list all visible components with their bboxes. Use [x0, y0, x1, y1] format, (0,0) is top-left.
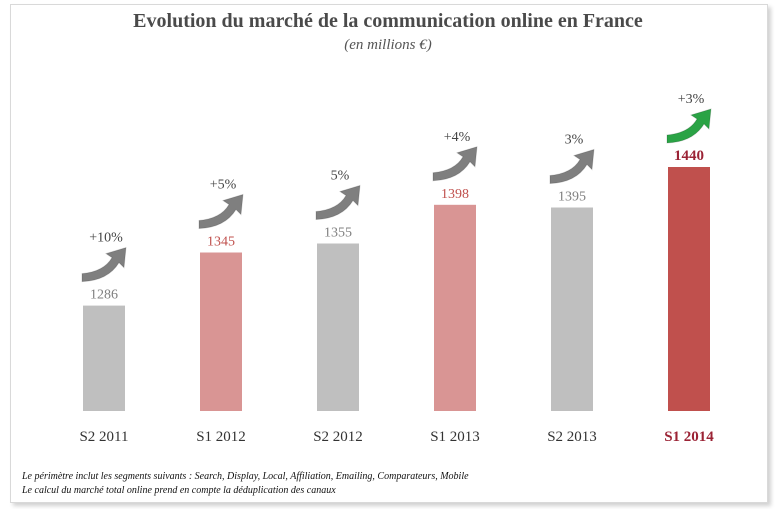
value-label: 1395	[558, 190, 586, 205]
growth-label: +10%	[89, 231, 123, 246]
bar	[668, 167, 710, 411]
growth-label: +3%	[678, 92, 705, 107]
growth-arrow-icon	[549, 148, 595, 185]
value-label: 1355	[324, 226, 352, 241]
category-label: S1 2014	[664, 429, 714, 445]
bar	[551, 207, 593, 411]
value-label: 1286	[90, 288, 118, 303]
chart-title: Evolution du marché de la communication …	[133, 10, 643, 32]
footnote-dedup: Le calcul du marché total online prend e…	[22, 485, 336, 496]
bar	[317, 243, 359, 411]
bar	[434, 204, 476, 411]
chart-frame	[10, 4, 768, 503]
bar	[200, 252, 242, 411]
value-label: 1398	[441, 187, 469, 202]
growth-arrow-icon	[432, 146, 478, 182]
growth-arrow-icon	[198, 193, 244, 230]
growth-arrow-icon	[81, 246, 127, 283]
value-label: 1440	[674, 148, 704, 164]
value-label: 1345	[207, 235, 235, 250]
category-label: S2 2012	[313, 429, 363, 445]
footnote-scope: Le périmètre inclut les segments suivant…	[22, 471, 469, 482]
category-label: S2 2013	[547, 429, 597, 445]
category-label: S1 2013	[430, 429, 480, 445]
bar	[83, 305, 125, 411]
category-label: S1 2012	[196, 429, 246, 445]
growth-label: +4%	[444, 130, 471, 145]
growth-label: 5%	[331, 169, 350, 184]
category-label: S2 2011	[79, 429, 128, 445]
growth-arrow-icon	[666, 108, 712, 144]
growth-arrow-icon	[315, 184, 361, 221]
growth-label: +5%	[210, 178, 237, 193]
chart-subtitle: (en millions €)	[344, 37, 432, 53]
growth-label: 3%	[565, 133, 584, 148]
